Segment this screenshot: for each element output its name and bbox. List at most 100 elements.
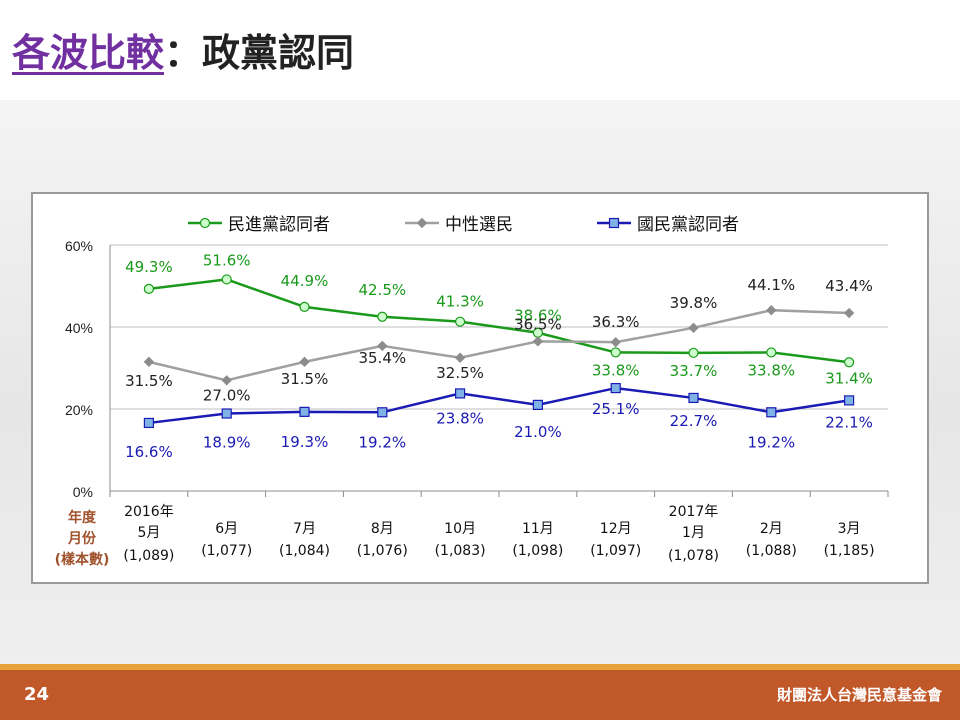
data-label-neutral: 36.5% (514, 315, 562, 333)
point-neutral (454, 352, 466, 363)
point-neutral (299, 356, 310, 368)
point-dpp (143, 283, 154, 294)
point-kmt (143, 417, 154, 429)
title-sub: 政黨認同 (202, 31, 355, 75)
series-line-kmt (148, 386, 850, 425)
point-neutral (532, 336, 544, 347)
category-month: 11月 (522, 521, 554, 537)
point-kmt (610, 382, 621, 394)
point-neutral (221, 375, 232, 386)
point-dpp (610, 347, 621, 358)
point-kmt (532, 399, 544, 410)
data-label-dpp: 31.4% (825, 369, 873, 387)
footer-bar: 24 財團法人台灣民意基金會 (0, 670, 960, 720)
point-dpp (766, 347, 777, 358)
category-month: 5月 (137, 525, 160, 541)
point-dpp (299, 301, 310, 313)
row-label: (樣本數) (55, 551, 110, 568)
point-neutral (143, 356, 155, 368)
category-month: 6月 (215, 521, 238, 537)
data-label-kmt: 23.8% (436, 409, 484, 427)
data-label-dpp: 49.3% (125, 258, 173, 276)
point-dpp (843, 357, 855, 368)
point-neutral (610, 336, 621, 348)
y-tick-label: 20% (65, 402, 93, 418)
data-label-kmt: 18.9% (203, 434, 251, 452)
data-label-kmt: 19.3% (281, 433, 329, 451)
title-main: 各波比較 (12, 31, 165, 75)
point-dpp (221, 274, 232, 285)
y-tick-label: 0% (73, 484, 93, 500)
row-label: 年度 (68, 509, 97, 526)
point-neutral (688, 322, 699, 334)
data-label-kmt: 16.6% (125, 443, 173, 461)
point-kmt (843, 395, 855, 406)
data-label-dpp: 38.6% (514, 307, 562, 325)
point-dpp (688, 347, 699, 358)
data-label-neutral: 27.0% (203, 386, 251, 404)
footer-accent-line (0, 664, 960, 670)
category-month: 10月 (444, 521, 476, 537)
data-label-neutral: 32.5% (436, 364, 484, 382)
data-label-dpp: 33.8% (592, 361, 640, 379)
series-line-neutral (148, 308, 850, 382)
data-label-kmt: 22.1% (825, 413, 873, 431)
legend-label-kmt: 國民黨認同者 (637, 215, 739, 235)
legend-marker-neutral (416, 217, 428, 229)
point-kmt (377, 407, 388, 418)
y-tick-label: 40% (65, 320, 93, 336)
category-month: 1月 (682, 525, 705, 541)
data-label-neutral: 31.5% (281, 370, 329, 388)
point-neutral (843, 307, 855, 319)
data-label-dpp: 42.5% (358, 281, 406, 299)
data-label-neutral: 36.3% (592, 313, 640, 331)
data-label-kmt: 25.1% (592, 400, 640, 418)
category-sample: (1,098) (512, 543, 563, 559)
category-sample: (1,076) (357, 543, 408, 559)
chart-frame (31, 192, 929, 584)
point-dpp (377, 311, 388, 322)
point-kmt (766, 407, 777, 418)
data-label-dpp: 41.3% (436, 293, 484, 311)
data-label-kmt: 22.7% (670, 412, 718, 430)
page-title: 各波比較：政黨認同 (12, 22, 354, 77)
data-label-dpp: 33.7% (670, 362, 718, 380)
category-month: 3月 (838, 521, 861, 537)
category-sample: (1,088) (746, 543, 797, 559)
category-sample: (1,083) (435, 543, 486, 559)
legend-marker-dpp (199, 217, 211, 229)
data-label-kmt: 19.2% (747, 433, 795, 451)
legend-label-neutral: 中性選民 (445, 215, 513, 235)
point-neutral (377, 340, 388, 352)
data-label-kmt: 21.0% (514, 423, 562, 441)
point-kmt (299, 406, 310, 417)
legend-label-dpp: 民進黨認同者 (228, 215, 330, 235)
data-label-neutral: 35.4% (358, 349, 406, 367)
category-sample: (1,089) (123, 548, 174, 564)
point-kmt (688, 392, 699, 404)
page-number: 24 (24, 684, 50, 705)
data-label-neutral: 43.4% (825, 277, 873, 295)
category-sample: (1,077) (201, 543, 252, 559)
point-dpp (455, 316, 466, 327)
title-separator: ： (164, 31, 203, 75)
category-sample: (1,185) (824, 543, 875, 559)
row-label: 月份 (67, 530, 97, 547)
data-label-dpp: 44.9% (281, 272, 329, 290)
data-label-dpp: 51.6% (203, 251, 251, 269)
series-line-dpp (148, 278, 850, 364)
category-year: 2017年 (669, 504, 719, 520)
category-sample: (1,078) (668, 548, 719, 564)
category-year: 2016年 (124, 504, 174, 520)
data-label-neutral: 44.1% (747, 276, 795, 294)
category-month: 12月 (600, 521, 632, 537)
data-label-neutral: 31.5% (125, 372, 173, 390)
category-sample: (1,084) (279, 543, 330, 559)
legend-marker-kmt (608, 217, 620, 229)
category-month: 7月 (293, 521, 316, 537)
data-label-neutral: 39.8% (670, 294, 718, 312)
category-month: 8月 (371, 521, 394, 537)
data-label-kmt: 19.2% (358, 433, 406, 451)
category-month: 2月 (760, 521, 783, 537)
point-kmt (455, 388, 466, 399)
